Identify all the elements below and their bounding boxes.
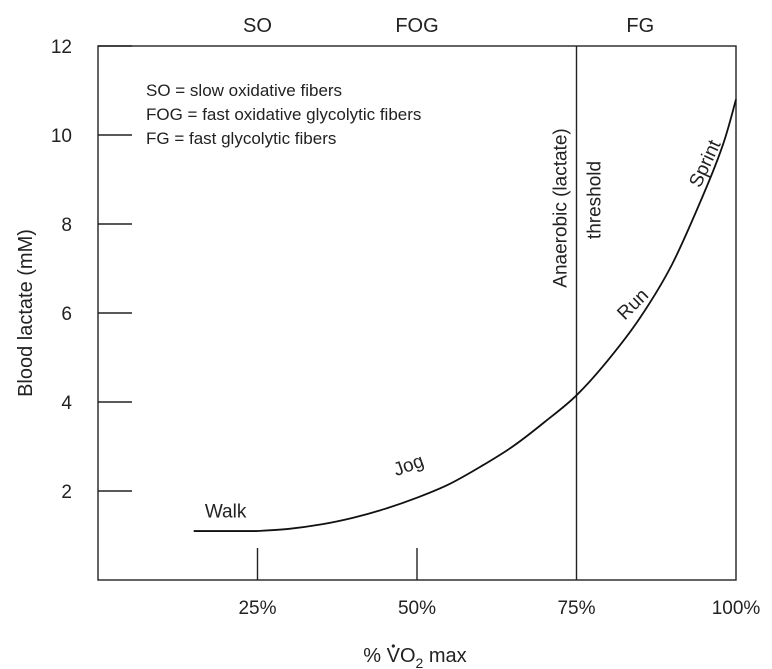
- x-tick-label: 100%: [712, 598, 761, 619]
- y-tick-label: 10: [51, 126, 72, 147]
- legend-entry: FG = fast glycolytic fibers: [146, 129, 336, 148]
- zone-label-fg: FG: [626, 15, 654, 37]
- curve-annotation-walk: Walk: [205, 502, 247, 523]
- curve-annotation-jog: Jog: [391, 451, 427, 481]
- y-tick-label: 2: [61, 482, 72, 503]
- y-axis-title: Blood lactate (mM): [15, 229, 37, 397]
- y-tick-label: 6: [61, 304, 72, 325]
- x-axis-title-symbol: VO: [387, 645, 416, 667]
- curve-annotation-sprint: Sprint: [685, 136, 725, 191]
- curve-annotation-run: Run: [613, 285, 652, 324]
- x-tick-label: 50%: [398, 598, 436, 619]
- y-tick-label: 4: [61, 393, 72, 414]
- x-tick-label: 75%: [557, 598, 595, 619]
- y-tick-label: 8: [61, 215, 72, 236]
- plot-frame: [97, 45, 737, 581]
- legend-entry: FOG = fast oxidative glycolytic fibers: [146, 105, 421, 124]
- vo2-overdot: [391, 644, 395, 648]
- y-tick-label: 12: [51, 37, 72, 58]
- zone-label-so: SO: [243, 15, 272, 37]
- x-axis-title: % VO2 max: [363, 645, 466, 669]
- lactate-curve: [257, 99, 737, 532]
- threshold-label-line1: Anaerobic (lactate): [551, 128, 572, 287]
- legend-entry: SO = slow oxidative fibers: [146, 81, 342, 100]
- threshold-label-line2: threshold: [585, 161, 606, 239]
- zone-label-fog: FOG: [395, 15, 438, 37]
- x-tick-label: 25%: [238, 598, 276, 619]
